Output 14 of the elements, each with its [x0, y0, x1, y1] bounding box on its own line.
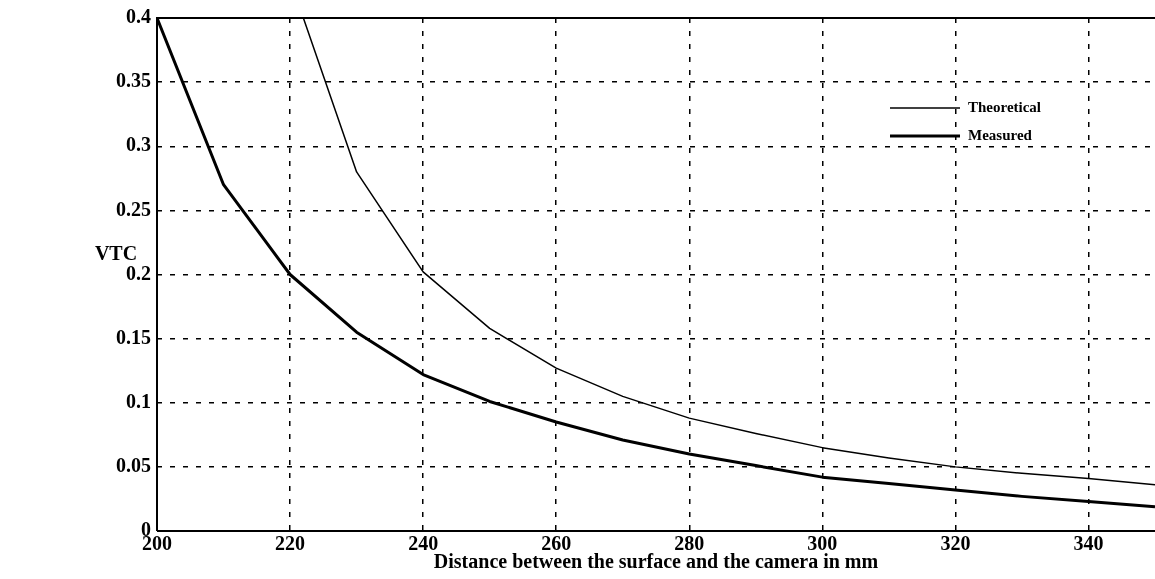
x-tick-label: 340 [1073, 532, 1104, 555]
y-tick-label: 0.4 [126, 5, 151, 28]
x-tick-label: 320 [940, 532, 971, 555]
y-tick-label: 0.3 [126, 133, 151, 156]
x-tick-label: 220 [275, 532, 306, 555]
y-tick-label: 0.35 [116, 69, 151, 92]
y-tick-label: 0.15 [116, 325, 151, 348]
y-tick-label: 0.05 [116, 454, 151, 477]
y-tick-label: 0.2 [126, 261, 151, 284]
legend-label: Theoretical [968, 98, 1042, 115]
y-tick-label: 0.1 [126, 389, 151, 412]
y-tick-label: 0.25 [116, 197, 151, 220]
y-axis-title: VTC [94, 241, 138, 264]
legend-label: Measured [968, 126, 1033, 143]
